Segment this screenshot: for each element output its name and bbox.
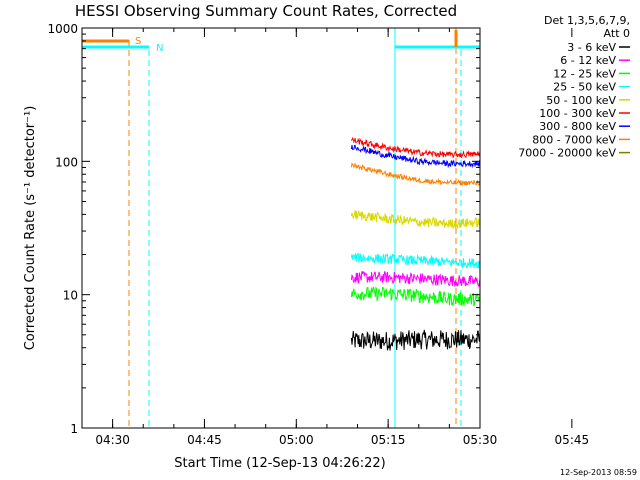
y-tick-label: 1000	[47, 22, 78, 36]
x-axis-label: Start Time (12-Sep-13 04:26:22)	[174, 456, 385, 471]
y-tick-label: 10	[63, 289, 78, 303]
legend-label: 12 - 25 keV	[553, 67, 616, 80]
series-6-line	[350, 144, 480, 169]
saa-flag-label: S	[135, 36, 141, 47]
series-3	[350, 252, 480, 269]
series-group	[350, 136, 480, 351]
series-6	[350, 144, 480, 169]
series-0	[350, 329, 480, 351]
series-0-line	[350, 329, 480, 351]
x-tick-label: 05:45	[555, 433, 590, 447]
legend-label: 7000 - 20000 keV	[518, 147, 616, 160]
corner-stamp: 12-Sep-2013 08:59	[560, 468, 637, 477]
y-axis-label: Corrected Count Rate (s⁻¹ detector⁻¹)	[23, 106, 38, 351]
series-1-line	[350, 271, 480, 288]
chart-title: HESSI Observing Summary Count Rates, Cor…	[75, 2, 457, 20]
series-3-line	[350, 252, 480, 269]
series-7-line	[350, 162, 480, 187]
x-tick-label: 05:00	[279, 433, 314, 447]
legend-header-line-2: Att 0	[604, 27, 630, 40]
series-5-line	[350, 136, 480, 159]
y-tick-label: 100	[55, 155, 78, 169]
plot-area: S N 1 10 100 1000 04:30 04:45 05:00 05:15 05:30 05:…	[47, 22, 590, 447]
series-2	[350, 286, 480, 307]
legend-label: 100 - 300 keV	[539, 107, 616, 120]
legend-label: 800 - 7000 keV	[532, 133, 616, 146]
x-tick-label: 05:30	[463, 433, 498, 447]
legend-header-line-1: Det 1,3,5,6,7,9,	[544, 14, 630, 27]
series-4-line	[350, 210, 480, 230]
x-tick-label: 05:15	[371, 433, 406, 447]
legend-label: 3 - 6 keV	[567, 41, 616, 54]
series-4	[350, 210, 480, 230]
x-tick-label: 04:45	[187, 433, 222, 447]
series-7	[350, 162, 480, 187]
legend-label: 50 - 100 keV	[546, 94, 616, 107]
night-flag-label: N	[156, 43, 163, 54]
series-5	[350, 136, 480, 159]
series-1	[350, 271, 480, 288]
y-tick-label: 1	[70, 422, 78, 436]
plot-frame	[81, 27, 481, 429]
series-2-line	[350, 286, 480, 307]
x-tick-label: 04:30	[95, 433, 130, 447]
legend-label: 6 - 12 keV	[560, 54, 616, 67]
legend-label: 300 - 800 keV	[539, 120, 616, 133]
legend-label: 25 - 50 keV	[553, 81, 616, 94]
